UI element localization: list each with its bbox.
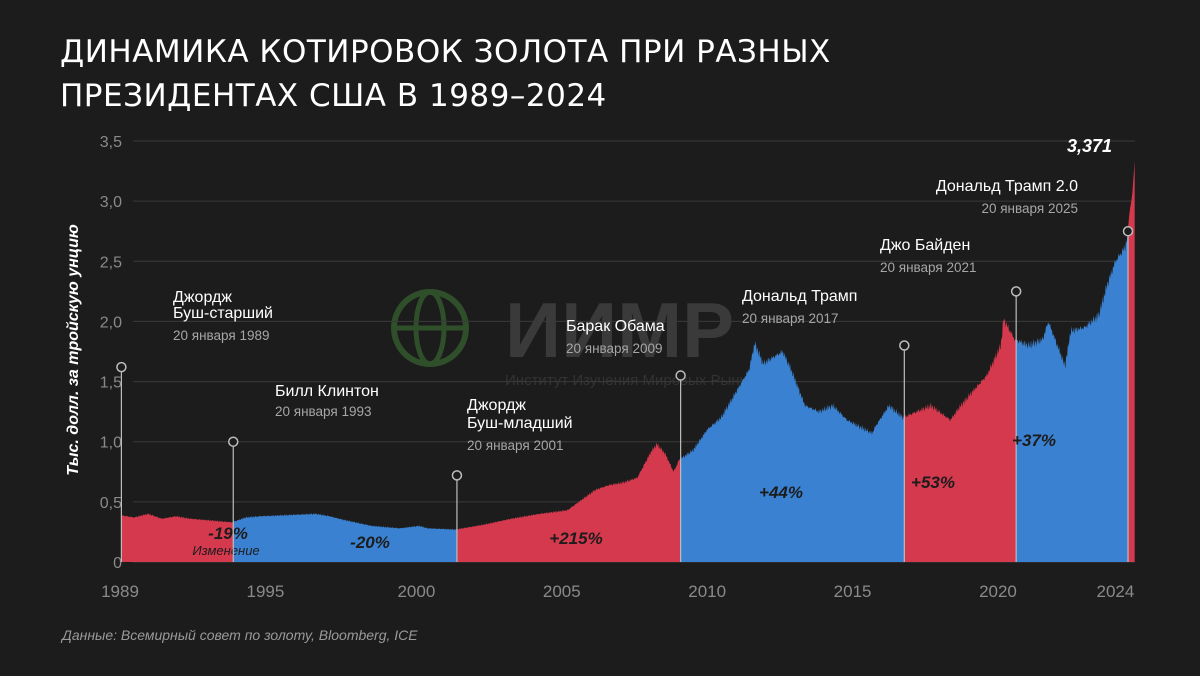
president-area — [1128, 160, 1135, 562]
watermark-subtitle: Институт Изучения Мировых Рынков — [505, 372, 763, 389]
y-tick-label: 2,5 — [100, 254, 122, 271]
inauguration-date: 20 января 2017 — [742, 311, 839, 326]
y-tick-label: 0,5 — [100, 495, 122, 512]
inauguration-date: 20 января 2009 — [566, 341, 663, 356]
globe-icon — [391, 289, 469, 367]
president-area — [680, 340, 905, 562]
x-tick-label: 1989 — [101, 582, 139, 601]
inauguration-date: 20 января 2021 — [880, 260, 977, 275]
president-annotation: Барак Обама 20 января 2009 +44% — [566, 318, 803, 562]
president-area — [1016, 228, 1128, 562]
chart-title-line-1: ДИНАМИКА КОТИРОВОК ЗОЛОТА ПРИ РАЗНЫХ — [60, 34, 831, 70]
price-change-label: -20% — [350, 533, 390, 552]
price-areas — [121, 160, 1135, 562]
y-tick-label: 2,0 — [100, 314, 122, 331]
chart-title: ДИНАМИКА КОТИРОВОК ЗОЛОТА ПРИ РАЗНЫХ ПРЕ… — [60, 30, 960, 118]
price-change-label: +37% — [1012, 431, 1056, 450]
y-tick-label: 0 — [113, 555, 122, 572]
president-name-line-2: Буш-старший — [173, 305, 273, 322]
president-name: Джо Байден — [880, 237, 970, 254]
price-change-label: +53% — [911, 473, 955, 492]
watermark-name: ИИМР — [505, 286, 734, 374]
president-name-line-2: Буш-младший — [467, 415, 573, 432]
inauguration-marker — [116, 361, 127, 373]
inauguration-marker — [451, 470, 463, 481]
price-change-label: +44% — [759, 483, 803, 502]
president-annotation: Джо Байден 20 января 2021 +37% — [880, 237, 1056, 562]
watermark: ИИМР Институт Изучения Мировых Рынков — [391, 286, 763, 389]
y-tick-label: 1,5 — [100, 375, 122, 392]
x-tick-label: 2015 — [834, 582, 872, 601]
president-name: Дональд Трамп 2.0 — [936, 178, 1078, 195]
president-name: Дональд Трамп — [742, 288, 857, 305]
inauguration-marker — [227, 436, 239, 447]
price-change-label: +215% — [549, 529, 602, 548]
y-axis-label: Тыс. долл. за тройскую унцию — [65, 224, 82, 476]
x-tick-label: 1995 — [246, 582, 284, 601]
x-tick-label: 2020 — [979, 582, 1017, 601]
axes: 0 0,5 1,0 1,5 2,0 2,5 3,0 3,5 1989 1995 2000 2005 20… — [100, 134, 1135, 601]
president-name: Джордж — [173, 289, 232, 306]
president-area — [233, 513, 457, 562]
inauguration-marker — [1010, 286, 1022, 297]
inauguration-marker — [675, 370, 686, 381]
president-name: Билл Клинтон — [275, 383, 379, 400]
x-tick-label: 2005 — [543, 582, 581, 601]
y-tick-label: 1,0 — [100, 435, 122, 452]
president-name: Джордж — [467, 397, 526, 414]
president-annotation: Дональд Трамп 2.0 20 января 2025 — [936, 178, 1134, 562]
inauguration-date: 20 января 1993 — [275, 404, 372, 419]
x-tick-label: 2024 — [1097, 582, 1135, 601]
y-tick-label: 3,5 — [100, 134, 122, 151]
y-tick-label: 3,0 — [100, 194, 122, 211]
data-source: Данные: Всемирный совет по золоту, Bloom… — [62, 627, 418, 643]
x-tick-label: 2010 — [688, 582, 726, 601]
last-value-label: 3,371 — [1067, 136, 1112, 156]
president-area — [904, 318, 1017, 562]
inauguration-date: 20 января 2001 — [467, 438, 564, 453]
inauguration-date: 20 января 2025 — [981, 201, 1078, 216]
inauguration-marker — [899, 340, 910, 351]
price-change-label: -19% — [208, 524, 248, 543]
chart-title-line-2: ПРЕЗИДЕНТАХ США В 1989–2024 — [60, 78, 607, 114]
president-area — [121, 513, 234, 562]
change-note: Изменение — [192, 543, 259, 558]
x-tick-label: 2000 — [397, 582, 435, 601]
president-annotation: Билл Клинтон 20 января 1993 -20% — [227, 383, 390, 562]
president-name: Барак Обама — [566, 318, 665, 335]
inauguration-marker — [1122, 225, 1134, 237]
president-annotation: Дональд Трамп 20 января 2017 +53% — [742, 288, 955, 562]
inauguration-date: 20 января 1989 — [173, 328, 270, 343]
president-area — [456, 442, 681, 562]
